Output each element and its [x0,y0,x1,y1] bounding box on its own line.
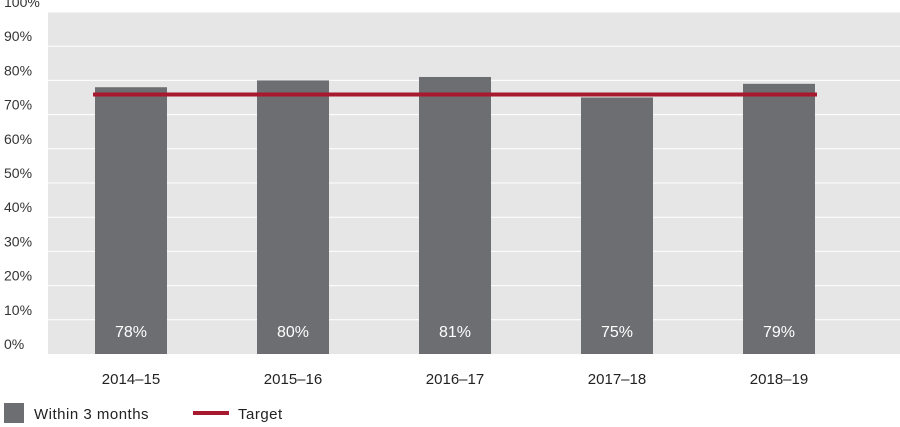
y-tick-label: 60% [4,131,32,147]
data-labels: 78% 80% 81% 75% 79% [115,324,795,341]
y-axis-tick-labels: 0% 10% 20% 30% 40% 50% 60% 70% 80% 90% 100% [4,0,40,352]
x-category-label: 2016–17 [426,371,484,388]
x-axis-category-labels: 2014–15 2015–16 2016–17 2017–18 2018–19 [102,371,808,388]
bar [743,83,815,354]
bar-data-label: 75% [601,324,633,341]
x-category-label: 2015–16 [264,371,322,388]
bar-data-label: 78% [115,324,147,341]
legend-label-within-3-months: Within 3 months [34,406,149,423]
legend-label-target: Target [238,406,283,423]
y-tick-label: 90% [4,28,32,44]
y-tick-label: 70% [4,97,32,113]
bar-data-label: 79% [763,324,795,341]
bars [95,76,815,355]
legend: Within 3 months Target [4,403,283,423]
legend-swatch-within-3-months [4,403,24,423]
bar [257,80,329,355]
y-tick-label: 30% [4,233,32,249]
bar [95,87,167,355]
y-tick-label: 40% [4,199,32,215]
y-tick-label: 20% [4,268,32,284]
bar-data-label: 80% [277,324,309,341]
x-category-label: 2017–18 [588,371,646,388]
bar [419,76,491,354]
x-category-label: 2014–15 [102,371,160,388]
bar-data-label: 81% [439,324,471,341]
y-tick-label: 10% [4,302,32,318]
bar [581,97,653,354]
x-category-label: 2018–19 [750,371,808,388]
y-tick-label: 0% [4,336,24,352]
y-tick-label: 80% [4,62,32,78]
y-tick-label: 50% [4,165,32,181]
y-tick-label: 100% [4,0,40,10]
